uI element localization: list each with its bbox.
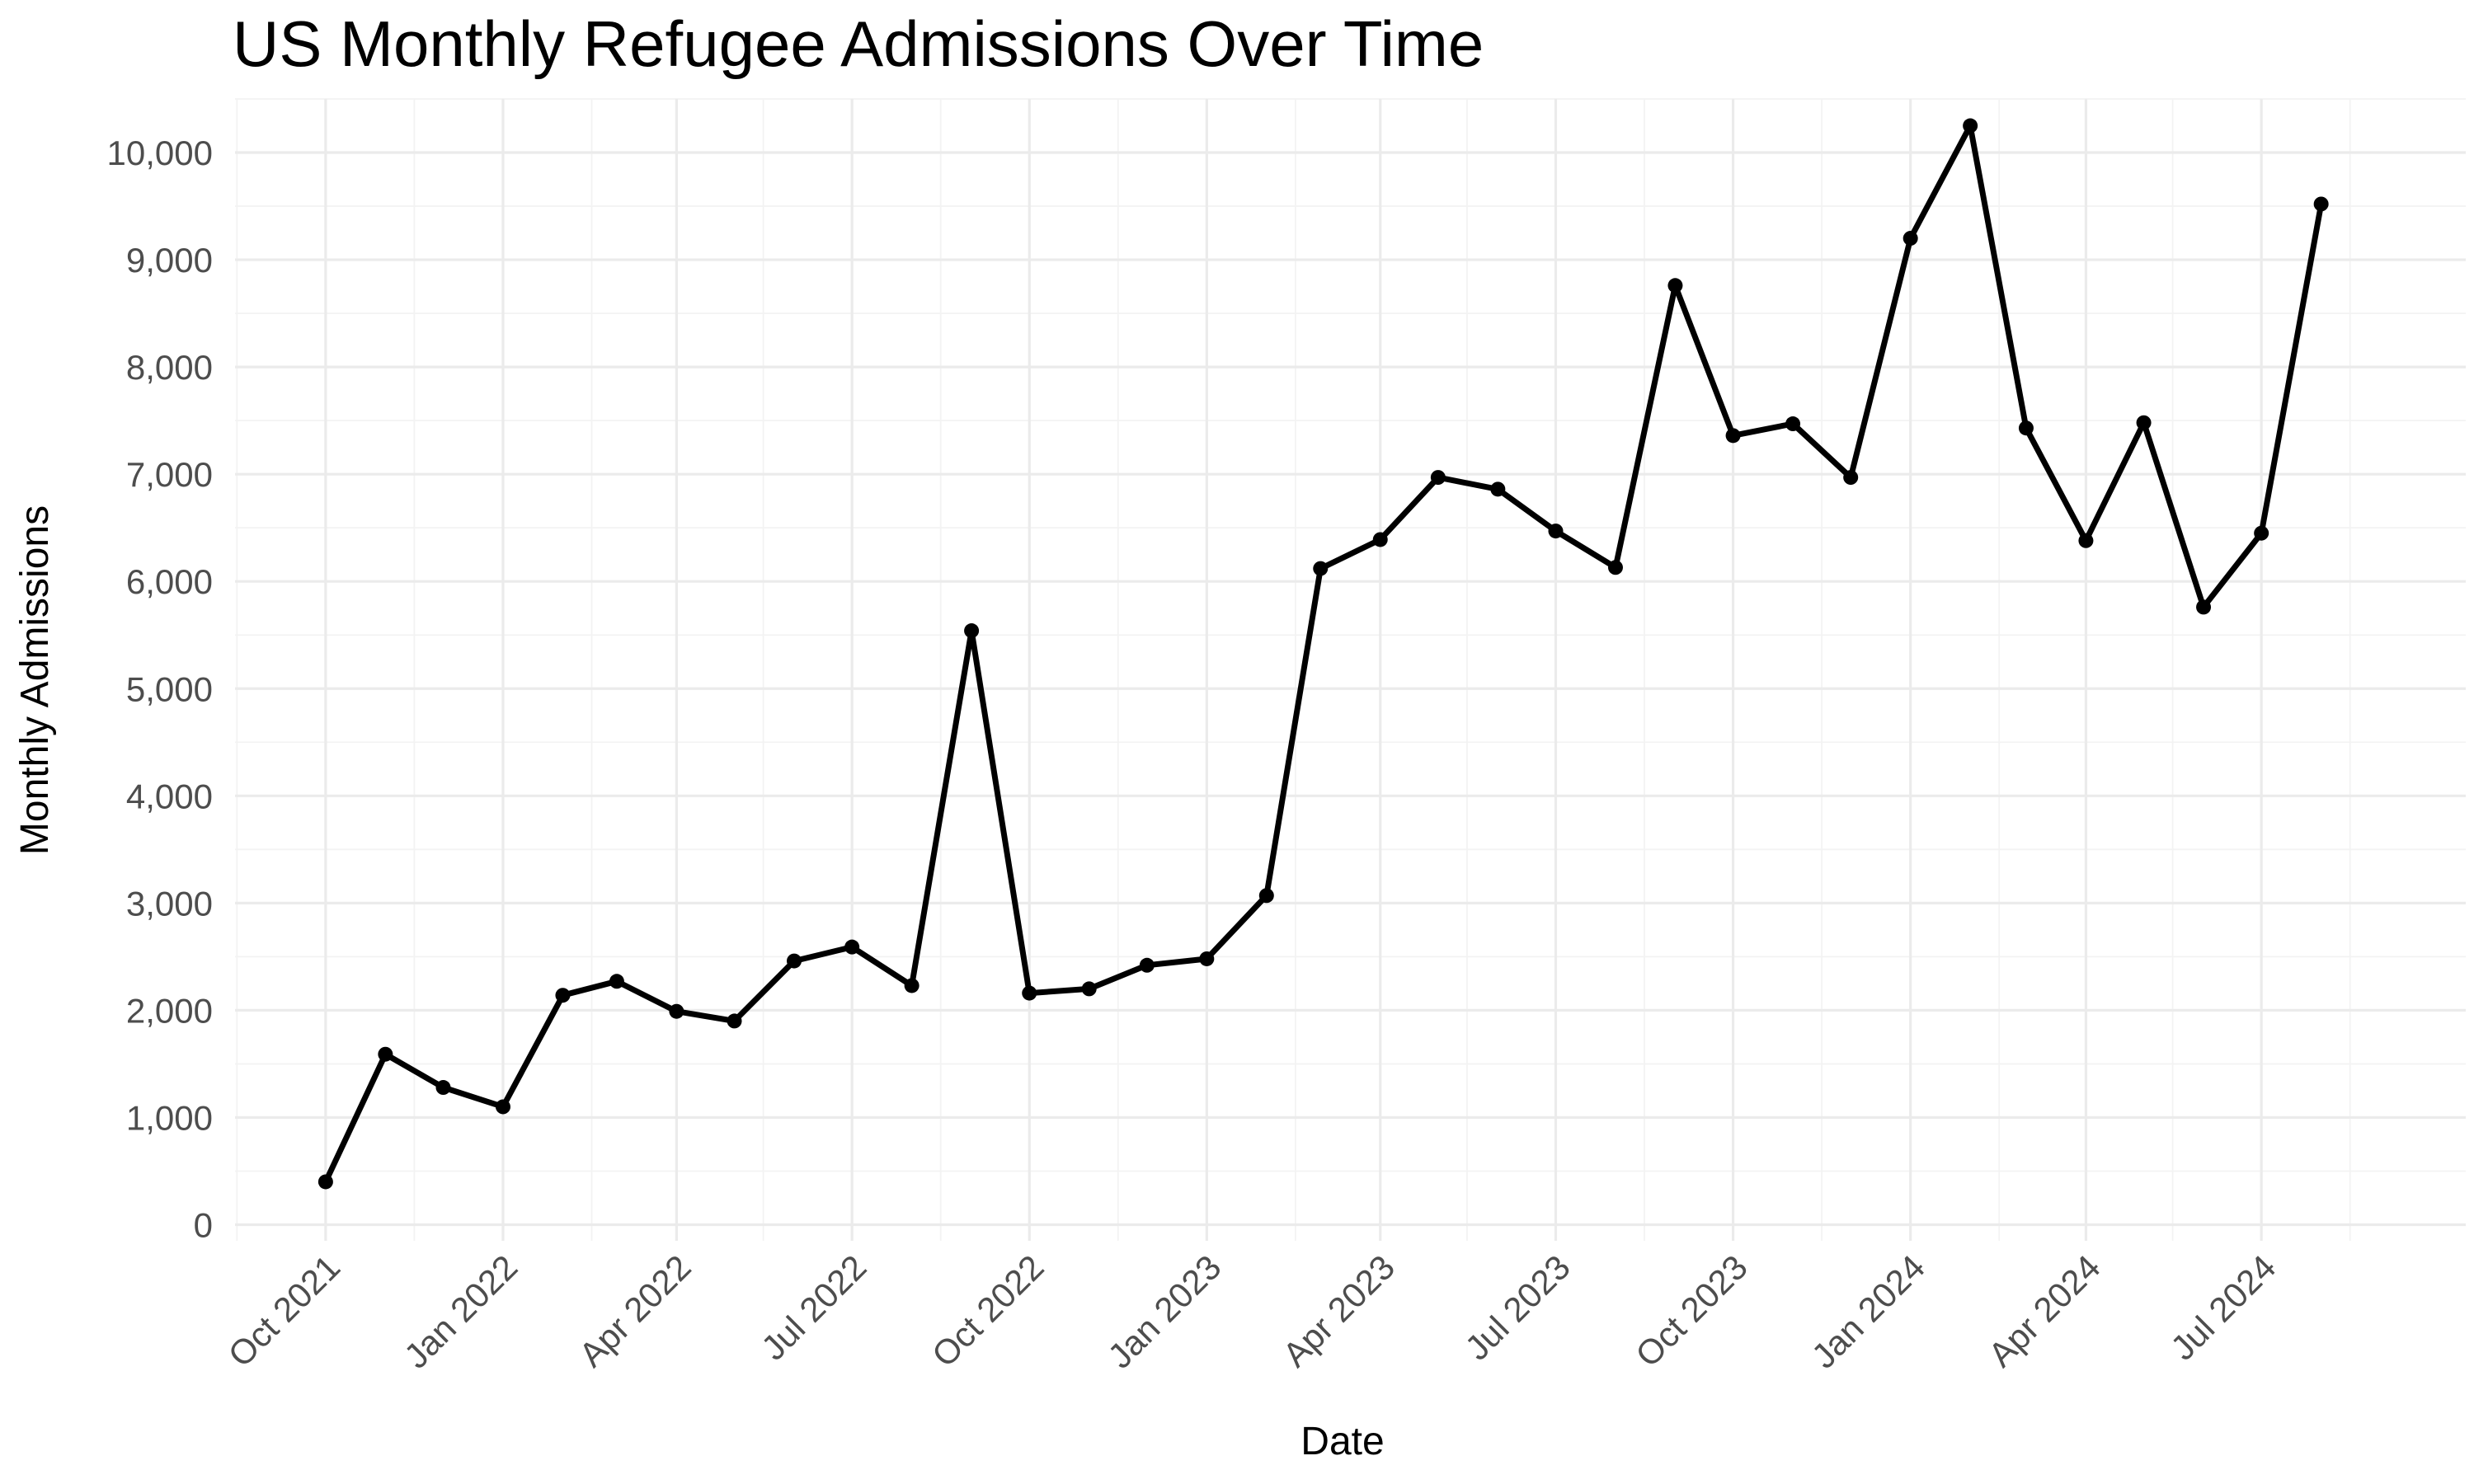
x-tick-label: Apr 2022 xyxy=(571,1247,698,1374)
data-point xyxy=(1139,957,1155,973)
data-point xyxy=(2313,196,2329,212)
data-point xyxy=(495,1099,510,1115)
data-point xyxy=(1725,428,1741,444)
data-point xyxy=(1785,416,1801,432)
data-point xyxy=(2078,533,2094,548)
data-points xyxy=(317,118,2329,1190)
x-tick-label: Jul 2023 xyxy=(1457,1247,1578,1368)
x-tick-label: Jan 2022 xyxy=(397,1247,524,1375)
data-point xyxy=(1490,481,1506,497)
data-point xyxy=(1372,532,1388,547)
data-point xyxy=(609,974,624,989)
data-point xyxy=(787,953,802,969)
x-tick-label: Apr 2024 xyxy=(1981,1247,2108,1374)
y-tick-label: 5,000 xyxy=(126,669,213,708)
data-point xyxy=(1081,981,1097,997)
y-tick-label: 1,000 xyxy=(126,1098,213,1137)
gridlines xyxy=(235,98,2466,1241)
series-line xyxy=(322,123,2325,1185)
data-point xyxy=(844,939,860,955)
data-point xyxy=(1903,231,1918,247)
data-point xyxy=(1313,561,1329,576)
y-tick-label: 4,000 xyxy=(126,777,213,815)
data-point xyxy=(1607,560,1623,575)
y-axis-title: Monthly Admissions xyxy=(13,505,57,855)
x-tick-label: Apr 2023 xyxy=(1275,1247,1402,1374)
y-tick-label: 9,000 xyxy=(126,241,213,279)
chart-title: US Monthly Refugee Admissions Over Time xyxy=(233,7,1484,80)
x-tick-label: Jan 2023 xyxy=(1100,1247,1228,1375)
x-tick-label: Oct 2022 xyxy=(924,1247,1051,1374)
y-tick-label: 6,000 xyxy=(126,562,213,601)
data-point xyxy=(964,623,980,639)
x-tick-label: Oct 2021 xyxy=(220,1247,347,1374)
data-point xyxy=(317,1174,333,1190)
x-tick-label: Jul 2024 xyxy=(2163,1247,2284,1368)
y-tick-label: 10,000 xyxy=(107,134,213,172)
data-point xyxy=(1963,118,1978,134)
y-axis-ticks: 0 1,000 2,000 3,000 4,000 5,000 6,000 7,000 8,00… xyxy=(107,134,213,1244)
data-point xyxy=(2254,525,2269,541)
data-point xyxy=(1667,278,1683,294)
y-tick-label: 8,000 xyxy=(126,348,213,387)
x-tick-label: Oct 2023 xyxy=(1628,1247,1755,1374)
x-tick-label: Jul 2022 xyxy=(754,1247,874,1368)
data-point xyxy=(555,988,571,1003)
x-axis-title: Date xyxy=(1300,1420,1384,1463)
x-tick-label: Jan 2024 xyxy=(1804,1247,1932,1375)
data-point xyxy=(378,1046,393,1062)
y-tick-label: 3,000 xyxy=(126,884,213,923)
data-point xyxy=(435,1080,451,1096)
data-point xyxy=(1548,524,1564,539)
data-point xyxy=(727,1013,742,1029)
x-axis-ticks: Oct 2021 Jan 2022 Apr 2022 Jul 2022 Oct 2022… xyxy=(220,1247,2283,1375)
data-point xyxy=(2018,420,2034,436)
data-point xyxy=(2136,415,2152,430)
y-tick-label: 2,000 xyxy=(126,991,213,1030)
data-point xyxy=(1258,888,1274,904)
data-point xyxy=(1022,985,1037,1001)
data-point xyxy=(1430,470,1446,486)
data-point xyxy=(904,978,920,993)
data-point xyxy=(1199,951,1215,966)
y-tick-label: 7,000 xyxy=(126,455,213,494)
data-point xyxy=(1843,470,1859,486)
data-point xyxy=(669,1003,684,1019)
y-tick-label: 0 xyxy=(194,1205,213,1244)
data-point xyxy=(2196,599,2212,615)
